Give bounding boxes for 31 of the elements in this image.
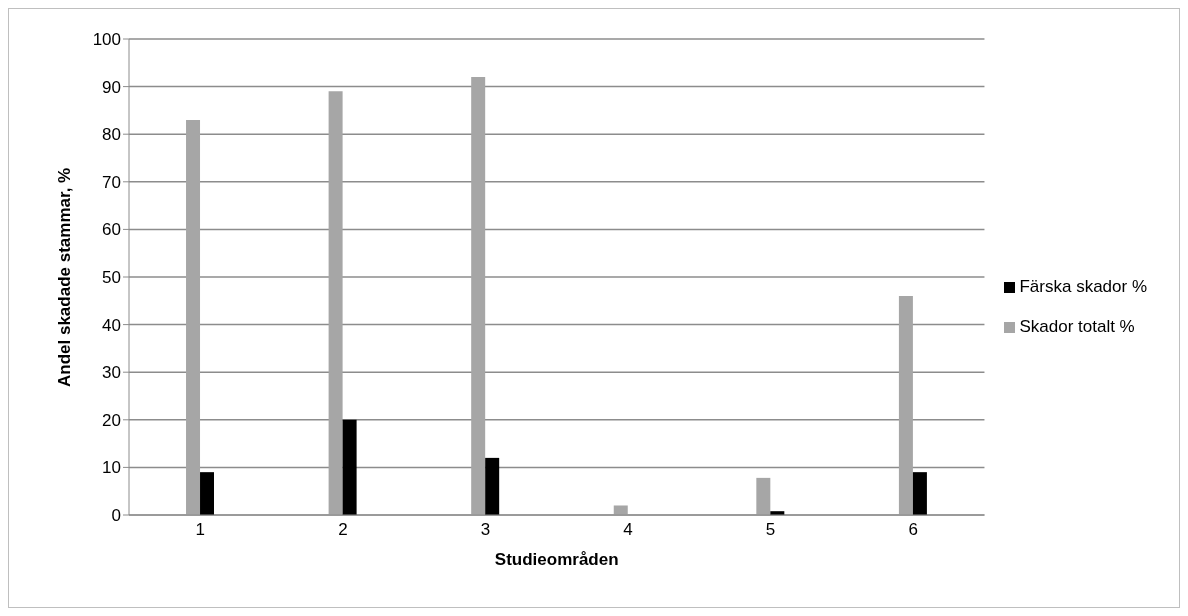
bar [912,472,927,515]
legend-label: Färska skador % [1019,277,1147,296]
legend-label: Skador totalt % [1019,317,1135,336]
bar [342,419,357,515]
bar [200,472,215,515]
bar [186,119,201,515]
bar [471,77,486,515]
x-axis-title: Studieområden [494,550,619,569]
y-tick-label: 20 [102,410,121,430]
bar [328,91,343,515]
y-tick-label: 30 [102,363,121,383]
bar [756,477,771,515]
y-tick-label: 80 [102,125,121,145]
y-tick-label: 60 [102,220,121,240]
y-axis-title: Andel skadade stammar, % [55,167,75,387]
x-tick-label: 4 [623,520,633,540]
x-tick-label: 1 [195,520,206,540]
y-tick-label: 40 [102,315,121,335]
y-tick-label: 70 [102,172,121,192]
y-tick-label: 90 [102,77,121,97]
x-tick-label: 6 [908,520,918,540]
bar [485,457,500,515]
x-tick-label: 2 [338,520,348,540]
bar [898,296,913,515]
y-tick-label: 0 [111,506,121,526]
y-tick-label: 10 [102,458,121,478]
x-tick-label: 5 [765,520,776,540]
y-tick-label: 100 [92,30,121,50]
y-tick-label: 50 [102,268,121,288]
bar [613,505,628,515]
x-tick-label: 3 [480,520,491,540]
